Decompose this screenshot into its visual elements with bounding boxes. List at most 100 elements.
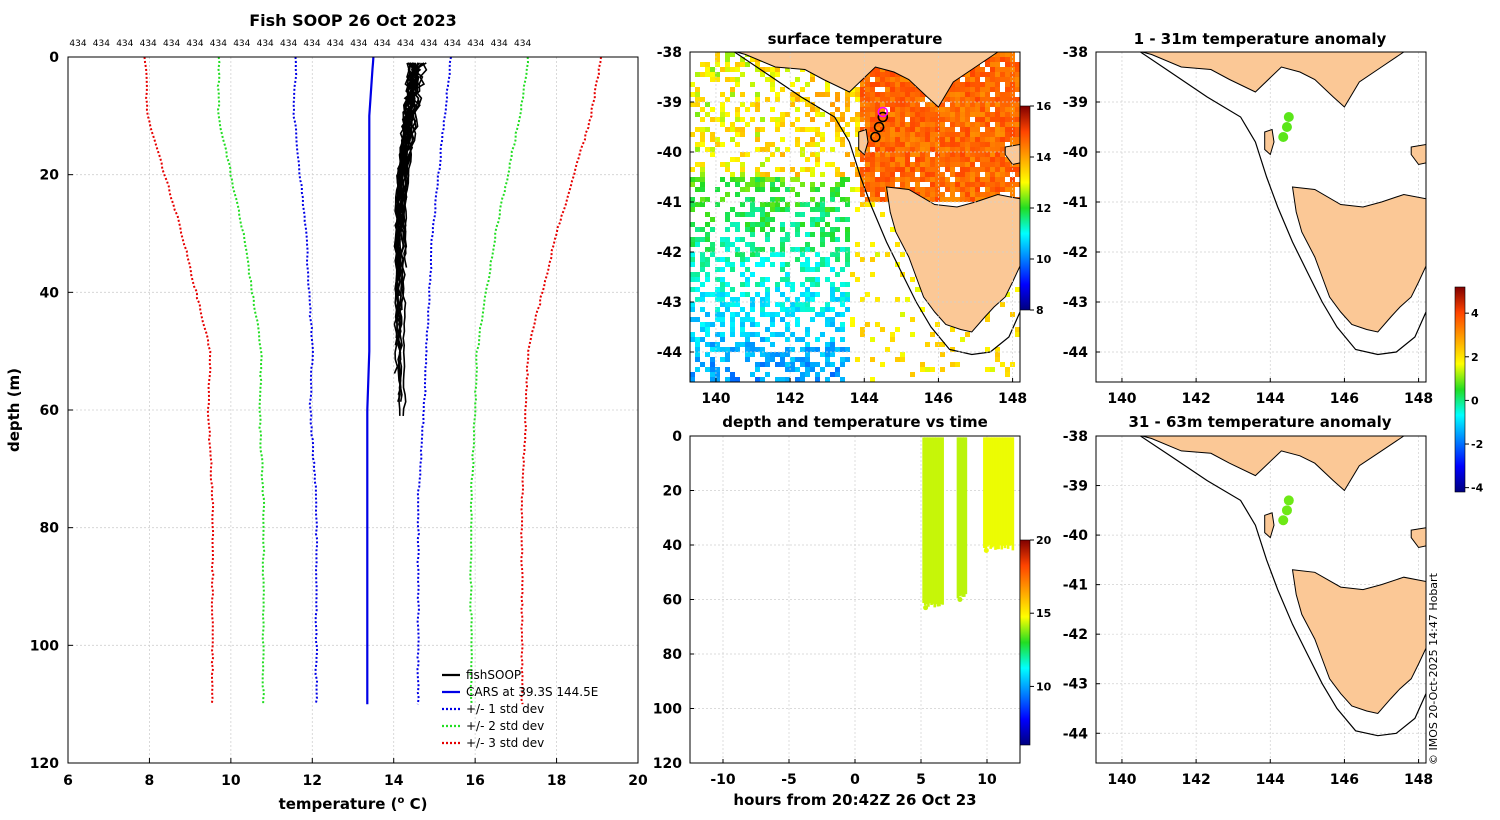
sst-pixel [765, 67, 770, 72]
sst-pixel [730, 322, 735, 327]
sst-pixel [790, 177, 795, 182]
sst-pixel [760, 337, 765, 342]
sst-pixel [725, 367, 730, 372]
sst-pixel [935, 132, 940, 137]
sst-pixel [960, 137, 965, 142]
anomaly-shallow-map [1096, 51, 1426, 382]
sst-pixel [715, 202, 720, 207]
sst-pixel [900, 112, 905, 117]
sst-pixel [945, 127, 950, 132]
sst-pixel [910, 102, 915, 107]
sst-pixel [855, 172, 860, 177]
sst-pixel [825, 277, 830, 282]
sst-pixel [770, 187, 775, 192]
sst-pixel [715, 317, 720, 322]
sst-pixel [690, 82, 695, 87]
sst-pixel [740, 212, 745, 217]
sst-pixel [855, 97, 860, 102]
depth-time-colorbar [1019, 539, 1031, 746]
sst-pixel [905, 97, 910, 102]
depth-time-title: depth and temperature vs time [722, 413, 988, 431]
fishsoop-profile [403, 62, 428, 268]
sst-pixel [985, 97, 990, 102]
sst-pixel [830, 267, 835, 272]
sst-pixel [1005, 52, 1010, 57]
sst-pixel [810, 277, 815, 282]
sst-pixel [925, 187, 930, 192]
sst-pixel [890, 122, 895, 127]
sst-pixel [865, 97, 870, 102]
sst-pixel [815, 112, 820, 117]
sst-pixel [940, 367, 945, 372]
sst-pixel [760, 262, 765, 267]
sst-pixel [855, 242, 860, 247]
anomaly-deep-title: 31 - 63m temperature anomaly [1128, 413, 1391, 431]
sst-pixel [875, 322, 880, 327]
anomaly-deep-map [1096, 435, 1426, 763]
sst-pixel [725, 302, 730, 307]
sst-pixel [780, 252, 785, 257]
sst-pixel [900, 102, 905, 107]
sst-pixel [915, 162, 920, 167]
sst-pixel [695, 162, 700, 167]
sst-pixel [780, 357, 785, 362]
sst-pixel [905, 122, 910, 127]
depth-time-casts [922, 437, 1015, 611]
y-tick-label: 40 [663, 538, 683, 554]
sst-pixel [865, 187, 870, 192]
sst-pixel [760, 277, 765, 282]
sst-pixel [895, 72, 900, 77]
sst-pixel [700, 262, 705, 267]
king-island-land [858, 128, 869, 156]
sst-pixel [935, 122, 940, 127]
sst-pixel [855, 277, 860, 282]
sst-pixel [915, 97, 920, 102]
tasmania-land [1291, 186, 1426, 333]
sst-pixel [870, 97, 875, 102]
sst-pixel [845, 177, 850, 182]
sst-pixel [980, 177, 985, 182]
sst-pixel [805, 332, 810, 337]
sst-pixel [790, 357, 795, 362]
sst-pixel [790, 362, 795, 367]
sst-pixel [985, 137, 990, 142]
sst-pixel [910, 162, 915, 167]
sst-pixel [840, 357, 845, 362]
sst-pixel [845, 197, 850, 202]
sst-pixel [820, 172, 825, 177]
sst-pixel [695, 357, 700, 362]
mainland-land [1096, 52, 1426, 108]
sst-pixel [885, 92, 890, 97]
sst-pixel [1005, 122, 1010, 127]
sst-pixel [980, 167, 985, 172]
sst-pixel [830, 147, 835, 152]
sst-pixel [700, 172, 705, 177]
sst-pixel [785, 272, 790, 277]
sst-pixel [845, 357, 850, 362]
sst-pixel [975, 167, 980, 172]
sst-pixel [930, 177, 935, 182]
sst-pixel [860, 327, 865, 332]
sst-pixel [710, 132, 715, 137]
sst-pixel [755, 367, 760, 372]
sst-pixel [950, 97, 955, 102]
sst-pixel [695, 147, 700, 152]
sst-pixel [900, 97, 905, 102]
sst-pixel [845, 252, 850, 257]
sst-pixel [845, 122, 850, 127]
y-tick-label: -42 [1063, 627, 1088, 643]
sst-pixel [760, 127, 765, 132]
sst-pixel [925, 137, 930, 142]
sst-pixel [1010, 92, 1015, 97]
sst-pixel [890, 97, 895, 102]
sst-pixel [940, 352, 945, 357]
sst-pixel [890, 112, 895, 117]
sst-pixel [875, 252, 880, 257]
sst-pixel [865, 152, 870, 157]
sst-pixel [830, 117, 835, 122]
sst-pixel [840, 177, 845, 182]
sst-pixel [705, 232, 710, 237]
sst-pixel [825, 207, 830, 212]
sst-pixel [850, 187, 855, 192]
sst-pixel [900, 162, 905, 167]
